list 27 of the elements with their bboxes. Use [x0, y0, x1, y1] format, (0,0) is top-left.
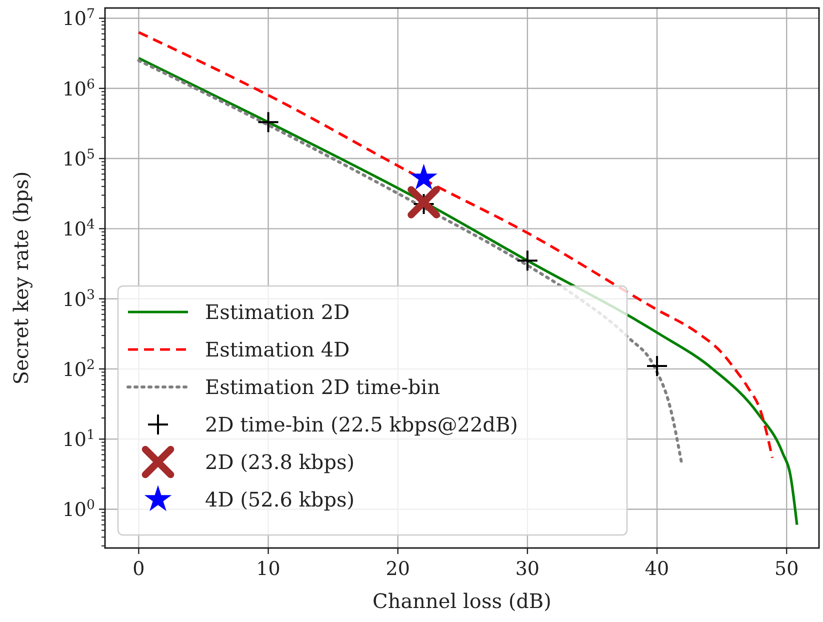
- point: [516, 250, 538, 272]
- x-tick-label: 10: [256, 558, 280, 580]
- legend-label: Estimation 2D: [205, 300, 350, 324]
- y-tick-label: 10$^{2}$: [62, 357, 95, 381]
- legend-label: 2D time-bin (22.5 kbps@22dB): [205, 412, 518, 436]
- legend-label: 4D (52.6 kbps): [205, 488, 355, 512]
- y-tick-label: 10$^{1}$: [62, 428, 95, 452]
- x-tick-label: 20: [386, 558, 410, 580]
- point: [646, 355, 668, 378]
- y-tick-label: 10$^{5}$: [62, 147, 95, 171]
- y-tick-label: 10$^{3}$: [62, 287, 95, 311]
- y-tick-label: 10$^{6}$: [62, 76, 95, 100]
- y-tick-label: 10$^{4}$: [62, 217, 95, 241]
- x-tick-label: 50: [774, 558, 799, 580]
- legend-label: 2D (23.8 kbps): [205, 450, 355, 474]
- point: [257, 111, 280, 134]
- y-axis-title: Secret key rate (bps): [9, 171, 33, 385]
- legend-label: Estimation 2D time-bin: [205, 375, 440, 399]
- y-tick-label: 10$^{0}$: [62, 498, 95, 522]
- x-tick-label: 40: [644, 558, 670, 580]
- point: [410, 164, 438, 190]
- x-tick-label: 0: [132, 558, 145, 580]
- line-series: [137, 56, 798, 526]
- x-tick-label: 30: [515, 558, 540, 580]
- y-tick-label: 10$^{7}$: [62, 6, 95, 30]
- legend-label: Estimation 4D: [205, 338, 350, 362]
- x-axis-title: Channel loss (dB): [372, 589, 552, 613]
